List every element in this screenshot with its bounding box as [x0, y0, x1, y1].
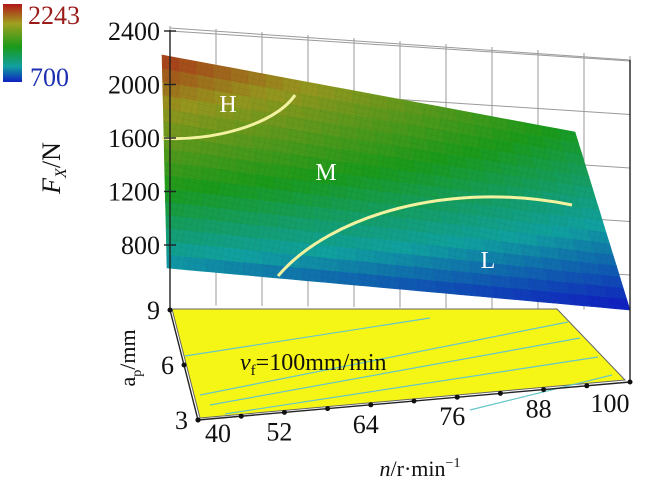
z-axis-ticks: 800 1200 1600 2000 2400	[108, 17, 176, 260]
region-label-high: H	[219, 92, 236, 118]
x-axis-ticks: 40 52 64 76 88 100	[205, 389, 630, 448]
y-tick-dot	[181, 362, 187, 368]
colorbar-min-label: 700	[30, 63, 69, 92]
axis-tick-dots	[167, 307, 633, 423]
z-tick-label: 2400	[108, 17, 160, 46]
y-tick-dot	[167, 307, 173, 313]
x-tick-label: 52	[266, 417, 292, 446]
y-tick-label: 3	[175, 406, 188, 435]
z-tick-label: 1200	[108, 178, 160, 207]
contour-line-low	[276, 195, 573, 277]
x-minor-dot	[325, 406, 331, 412]
x-minor-dot	[411, 398, 417, 404]
z-tick-label: 800	[121, 231, 160, 260]
x-axis-title: n/r·min−1	[380, 456, 461, 481]
x-minor-dot	[238, 413, 244, 419]
y-tick-dot	[195, 417, 201, 423]
y-axis-ticks: 369	[147, 296, 188, 435]
x-minor-dot	[497, 390, 503, 396]
x-tick-dot	[281, 409, 287, 415]
z-axis-title: FX/N	[37, 142, 70, 195]
x-tick-label: 64	[353, 410, 379, 439]
region-label-low: L	[481, 248, 496, 274]
z-tick-label: 1600	[108, 124, 160, 153]
surface-mesh-overlay	[162, 55, 630, 310]
y-tick-label: 9	[147, 296, 160, 325]
colorbar-max-label: 2243	[28, 1, 80, 30]
x-tick-label: 88	[526, 395, 552, 424]
x-tick-dot	[368, 402, 374, 408]
x-tick-label: 100	[591, 389, 630, 418]
x-tick-dot	[454, 394, 460, 400]
region-label-medium: M	[315, 160, 336, 186]
x-tick-label: 40	[205, 419, 231, 448]
contour-line-high	[161, 94, 297, 141]
x-tick-label: 76	[439, 402, 465, 431]
floor-projection-plane	[171, 308, 627, 419]
z-tick-label: 2000	[108, 71, 160, 100]
x-minor-dot	[584, 383, 590, 389]
floor-contours	[184, 317, 613, 415]
x-tick-dot	[627, 379, 633, 385]
feed-rate-annotation: vf=100mm/min	[240, 350, 387, 379]
x-tick-dot	[541, 387, 547, 393]
y-tick-label: 6	[161, 351, 174, 380]
colorbar	[3, 4, 22, 82]
y-axis-title: ap/mm	[115, 329, 145, 386]
